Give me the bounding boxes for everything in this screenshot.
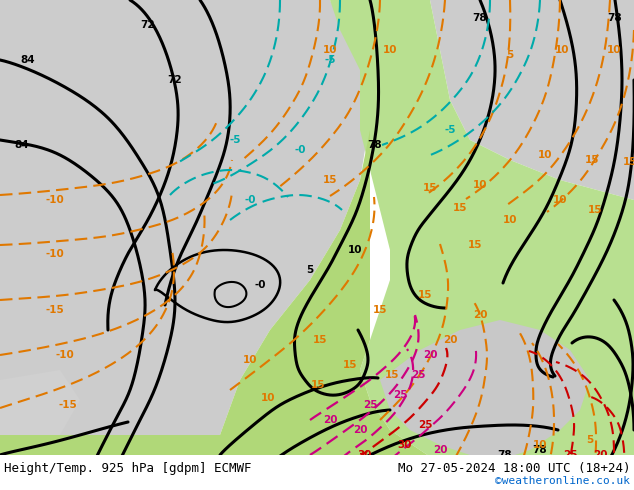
Text: 15: 15: [468, 240, 482, 250]
Text: 84: 84: [15, 140, 29, 150]
Text: 10: 10: [243, 355, 257, 365]
Text: 20: 20: [473, 310, 488, 320]
Text: 25: 25: [411, 370, 425, 380]
Text: 20: 20: [448, 485, 462, 490]
Text: 10: 10: [553, 195, 567, 205]
Text: 10: 10: [607, 45, 621, 55]
Text: 78: 78: [278, 457, 292, 467]
Text: Mo 27-05-2024 18:00 UTC (18+24): Mo 27-05-2024 18:00 UTC (18+24): [398, 462, 630, 474]
Text: 25: 25: [392, 390, 407, 400]
Text: 20: 20: [323, 415, 337, 425]
Text: -0: -0: [244, 195, 256, 205]
Text: 30: 30: [603, 485, 618, 490]
Text: 78: 78: [607, 13, 623, 23]
Text: 10: 10: [503, 215, 517, 225]
Text: 10: 10: [538, 150, 552, 160]
Text: 15: 15: [313, 335, 327, 345]
Text: -10: -10: [46, 249, 65, 259]
Text: 84: 84: [21, 55, 36, 65]
Text: 84: 84: [191, 457, 205, 467]
Text: 20: 20: [443, 335, 457, 345]
Polygon shape: [0, 0, 370, 435]
Text: 30: 30: [398, 440, 412, 450]
Text: 25: 25: [418, 420, 432, 430]
Text: 10: 10: [261, 393, 275, 403]
Polygon shape: [380, 320, 590, 460]
Text: 15: 15: [423, 183, 437, 193]
Text: 10: 10: [533, 440, 547, 450]
Text: 15: 15: [373, 305, 387, 315]
Text: 30: 30: [358, 450, 372, 460]
Text: 10: 10: [323, 45, 337, 55]
Text: 84: 84: [233, 473, 247, 483]
Text: 20: 20: [433, 445, 447, 455]
Text: 20: 20: [353, 425, 367, 435]
Text: 15: 15: [385, 370, 399, 380]
Text: -5: -5: [230, 135, 241, 145]
Polygon shape: [430, 0, 634, 200]
Text: 15: 15: [585, 155, 599, 165]
Text: 5: 5: [586, 435, 593, 445]
Text: 78: 78: [368, 140, 382, 150]
Text: 72: 72: [141, 20, 155, 30]
Text: 78: 78: [301, 485, 315, 490]
Text: -5: -5: [324, 55, 336, 65]
Text: 78: 78: [473, 13, 488, 23]
Text: -15: -15: [46, 305, 65, 315]
Text: 15: 15: [311, 380, 325, 390]
Text: 10: 10: [348, 245, 362, 255]
Text: -0: -0: [254, 280, 266, 290]
Text: -10: -10: [46, 195, 65, 205]
Text: 78: 78: [533, 445, 547, 455]
Text: 15: 15: [623, 157, 634, 167]
Text: 72: 72: [167, 75, 183, 85]
Text: 5: 5: [306, 265, 314, 275]
Text: 78: 78: [498, 450, 512, 460]
Text: 15: 15: [418, 290, 432, 300]
Text: -10: -10: [56, 350, 74, 360]
Polygon shape: [0, 130, 480, 490]
Text: -15: -15: [58, 400, 77, 410]
Text: 20: 20: [593, 450, 607, 460]
Polygon shape: [0, 370, 80, 435]
Text: 20: 20: [551, 483, 566, 490]
Text: 25: 25: [363, 400, 377, 410]
Text: Height/Temp. 925 hPa [gdpm] ECMWF: Height/Temp. 925 hPa [gdpm] ECMWF: [4, 462, 252, 474]
Text: ©weatheronline.co.uk: ©weatheronline.co.uk: [495, 476, 630, 486]
Text: 15: 15: [323, 175, 337, 185]
Text: 15: 15: [343, 360, 357, 370]
Text: -0: -0: [294, 145, 306, 155]
Text: 5: 5: [507, 50, 514, 60]
Text: 25: 25: [563, 450, 577, 460]
Text: 15: 15: [588, 205, 602, 215]
Text: -5: -5: [444, 125, 456, 135]
Bar: [0, 455, 634, 490]
Text: 20: 20: [423, 350, 437, 360]
Text: 10: 10: [555, 45, 569, 55]
Text: 15: 15: [503, 460, 517, 470]
Text: 15: 15: [453, 203, 467, 213]
Polygon shape: [330, 0, 634, 490]
Text: 10: 10: [383, 45, 398, 55]
Text: 10: 10: [473, 180, 488, 190]
